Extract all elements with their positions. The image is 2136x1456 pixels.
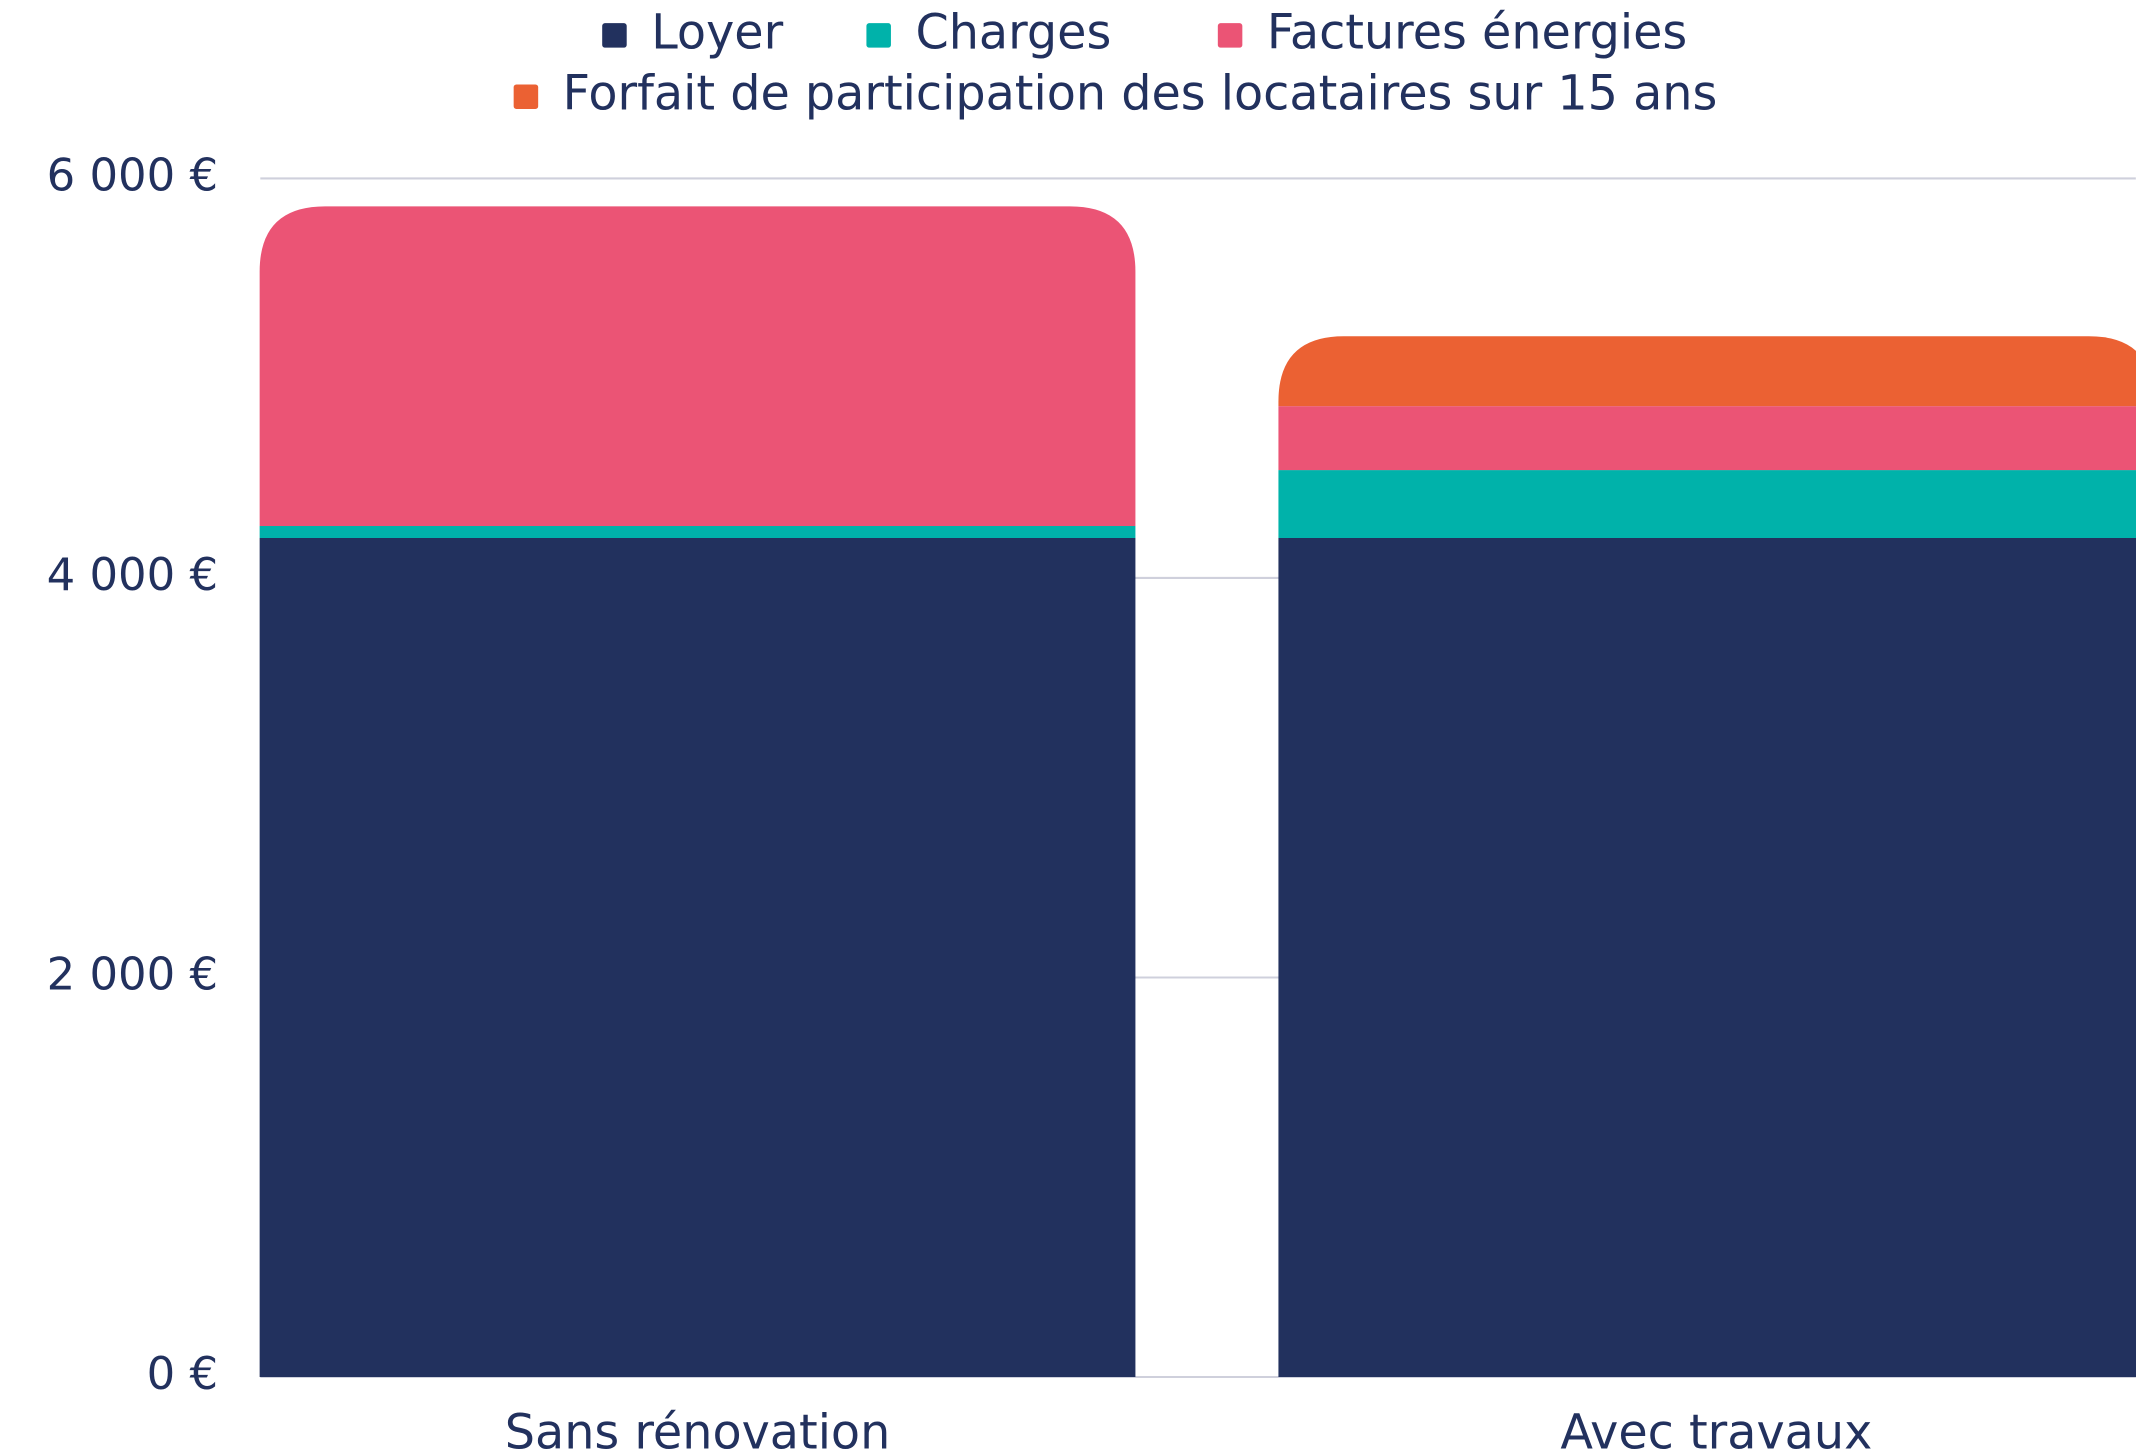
- legend-swatch: [513, 84, 539, 109]
- bar-segment: [1278, 537, 2136, 1378]
- bar-segment: [1278, 470, 2136, 538]
- legend-label: Loyer: [651, 5, 783, 60]
- legend-swatch: [866, 23, 891, 48]
- x-tick-label: Avec travaux: [1560, 1406, 1872, 1456]
- bar-segment: [1278, 336, 2136, 407]
- bar-segment: [259, 537, 1136, 1378]
- bar-segment: [259, 526, 1136, 538]
- legend-label: Forfait de participation des locataires …: [563, 67, 1718, 122]
- bar-segment: [1278, 406, 2136, 471]
- bar-segment: [259, 206, 1136, 527]
- y-tick-label: 0 €: [147, 1347, 218, 1400]
- labels: 0 € 2 000 € 4 000 € 6 000 € Sans rénovation A…: [47, 5, 1873, 1456]
- legend-swatch: [602, 23, 627, 48]
- y-tick-label: 6 000 €: [47, 148, 219, 201]
- legend-label: Factures énergies: [1267, 5, 1687, 60]
- bars: [259, 206, 2136, 1378]
- legend-swatch: [1217, 23, 1243, 48]
- legend-label: Charges: [915, 5, 1111, 60]
- y-tick-label: 4 000 €: [47, 548, 219, 601]
- y-tick-label: 2 000 €: [47, 947, 219, 1000]
- x-tick-label: Sans rénovation: [505, 1406, 891, 1456]
